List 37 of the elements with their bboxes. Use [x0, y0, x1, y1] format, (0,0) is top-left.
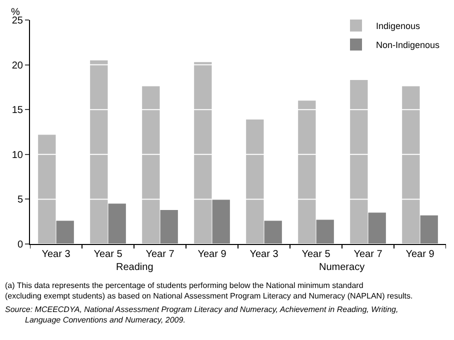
- y-tick-label: 25: [12, 16, 24, 26]
- x-tick-label: Year 5: [302, 249, 331, 260]
- y-tick-label: 0: [17, 240, 24, 250]
- x-tick-label: Year 3: [42, 249, 71, 260]
- y-tick-label: 20: [12, 60, 24, 72]
- x-tick-label: Year 9: [198, 249, 227, 260]
- bar: [368, 212, 386, 244]
- x-tick-label: Year 7: [146, 249, 175, 260]
- legend-label: Non-Indigenous: [376, 40, 440, 50]
- bar: [90, 60, 108, 244]
- x-tick-label: Year 7: [354, 249, 383, 260]
- bar: [298, 100, 316, 244]
- bar: [350, 80, 368, 244]
- legend-label: Indigenous: [376, 21, 421, 32]
- bar: [142, 86, 160, 244]
- x-tick-label: Year 3: [250, 249, 279, 260]
- y-tick-label: 5: [17, 194, 24, 206]
- bar: [212, 199, 230, 244]
- bar: [194, 62, 212, 244]
- bar: [420, 215, 438, 244]
- text: (a) This data represents the percentage of students performing below the National minimum standard (excluding exempt students) as based on National Assessment Program Literacy and Numeracy (NAPLAN) results.: [5, 281, 413, 300]
- bar: [316, 220, 334, 244]
- text: Numeracy: [319, 262, 365, 273]
- x-tick-label: Year 9: [406, 249, 435, 260]
- bar: [160, 210, 178, 244]
- x-tick-label: Year 5: [94, 249, 123, 260]
- bar: [38, 134, 56, 244]
- source-note: Source: MCEECDYA, National Assessment Program Literacy and Numeracy, Achievement in Reading, Writing, Language Conventions and Numeracy, 2009.: [5, 305, 398, 324]
- bar: [56, 220, 74, 244]
- bar: [246, 119, 264, 244]
- y-tick-label: 15: [12, 105, 24, 116]
- bar: [264, 220, 282, 244]
- bar: [108, 204, 126, 244]
- text: Reading: [116, 262, 154, 273]
- y-tick-label: 10: [12, 150, 24, 161]
- bar: [402, 86, 420, 244]
- y-axis-title: %: [11, 7, 20, 18]
